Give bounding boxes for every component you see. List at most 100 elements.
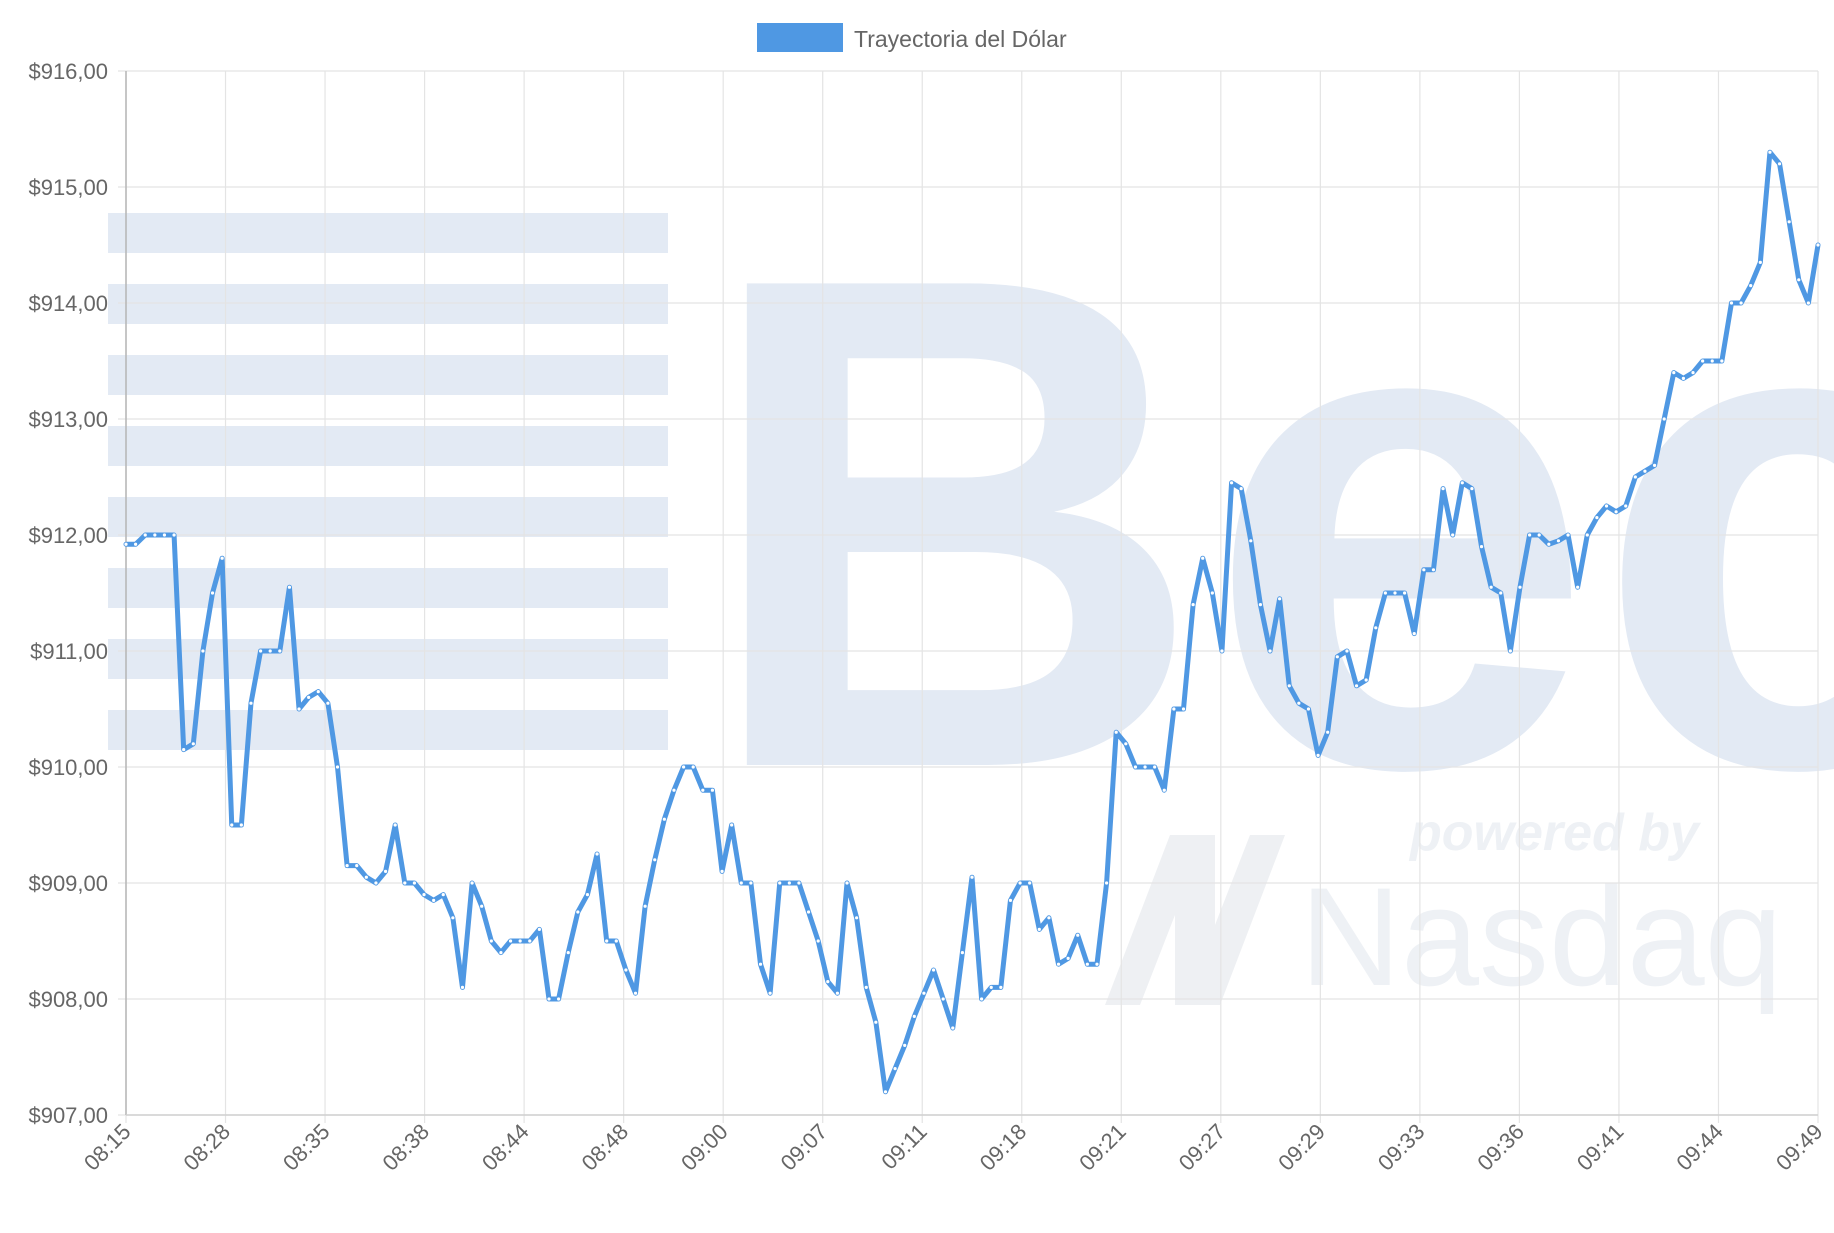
data-point — [470, 881, 474, 885]
data-point — [970, 875, 974, 879]
data-point — [1537, 533, 1541, 537]
data-point — [1383, 591, 1387, 595]
x-tick-label: 09:29 — [1273, 1119, 1330, 1176]
data-point — [1104, 881, 1109, 885]
data-point — [432, 898, 436, 903]
data-point — [162, 533, 167, 537]
data-point — [1316, 753, 1320, 758]
data-point — [874, 1020, 878, 1024]
data-point — [489, 939, 493, 943]
data-point — [249, 701, 253, 705]
data-point — [1354, 684, 1359, 688]
x-tick-label: 08:44 — [477, 1119, 534, 1176]
y-tick-label: $915,00 — [28, 175, 108, 200]
data-point — [749, 881, 753, 885]
data-point — [278, 649, 282, 653]
data-point — [1566, 533, 1570, 537]
data-point — [653, 858, 657, 862]
data-point — [1547, 542, 1551, 546]
data-point — [1710, 359, 1714, 363]
data-point — [268, 649, 272, 653]
data-point — [826, 980, 830, 984]
data-point — [326, 701, 330, 705]
data-point — [258, 649, 263, 653]
data-point — [537, 927, 541, 932]
data-point — [1172, 707, 1176, 711]
y-tick-label: $907,00 — [28, 1103, 108, 1128]
data-point — [960, 951, 964, 955]
data-point — [1220, 649, 1224, 653]
data-point — [1326, 730, 1330, 734]
data-point — [624, 968, 628, 972]
data-point — [1153, 765, 1157, 769]
data-point — [855, 916, 859, 920]
data-point — [210, 591, 215, 595]
data-point — [806, 910, 811, 914]
x-tick-label: 09:11 — [876, 1119, 931, 1174]
x-tick-label: 09:18 — [975, 1119, 1032, 1176]
data-point — [1191, 603, 1195, 607]
data-point — [1479, 545, 1484, 549]
data-point — [1047, 916, 1051, 920]
data-point — [393, 823, 397, 827]
data-point — [1422, 568, 1426, 572]
data-point — [1643, 469, 1647, 473]
data-point — [1143, 765, 1147, 769]
legend-swatch[interactable] — [757, 23, 843, 52]
data-point — [1258, 603, 1263, 607]
y-tick-label: $910,00 — [28, 755, 108, 780]
data-point — [230, 823, 234, 827]
data-point — [1056, 962, 1061, 966]
axes — [125, 71, 1818, 1116]
data-point — [1720, 359, 1724, 363]
data-point — [1441, 487, 1445, 491]
data-point — [1249, 539, 1253, 543]
data-point — [422, 893, 426, 897]
data-point — [412, 881, 417, 885]
data-point — [835, 991, 840, 995]
x-tick-label: 09:41 — [1572, 1119, 1629, 1176]
y-tick-label: $908,00 — [28, 987, 108, 1012]
data-point — [1124, 742, 1128, 746]
watermark-stripe — [108, 213, 668, 253]
data-point — [778, 881, 782, 885]
data-point — [172, 533, 176, 537]
legend[interactable]: Trayectoria del Dólar — [757, 23, 1067, 52]
data-point — [701, 788, 705, 792]
data-point — [1797, 278, 1801, 282]
data-point — [1768, 150, 1772, 154]
data-point — [460, 985, 465, 990]
y-tick-label: $916,00 — [28, 59, 108, 84]
data-point — [1662, 417, 1666, 421]
data-point — [1508, 649, 1512, 653]
watermark-stripe — [108, 426, 668, 466]
data-point — [1162, 788, 1166, 792]
data-point — [845, 881, 849, 885]
data-point — [1624, 504, 1628, 508]
data-point — [1460, 481, 1464, 485]
data-point — [153, 533, 157, 537]
data-point — [1816, 243, 1820, 247]
data-point — [201, 649, 205, 653]
data-point — [528, 939, 532, 943]
data-point — [614, 939, 618, 943]
data-point — [1739, 301, 1743, 305]
legend-label[interactable]: Trayectoria del Dólar — [854, 26, 1067, 52]
data-point — [595, 852, 599, 856]
data-point — [1556, 539, 1561, 543]
data-point — [239, 823, 243, 827]
data-point — [1672, 371, 1676, 375]
data-point — [989, 985, 993, 990]
data-point — [124, 542, 128, 546]
data-point — [931, 968, 936, 972]
series-layer — [123, 149, 1821, 1095]
data-point — [566, 951, 570, 955]
data-point — [1518, 585, 1522, 589]
data-point — [576, 910, 580, 914]
data-point — [403, 881, 407, 885]
data-point — [1066, 956, 1070, 961]
data-point — [345, 864, 349, 868]
y-tick-label: $909,00 — [28, 871, 108, 896]
data-point — [364, 875, 368, 879]
